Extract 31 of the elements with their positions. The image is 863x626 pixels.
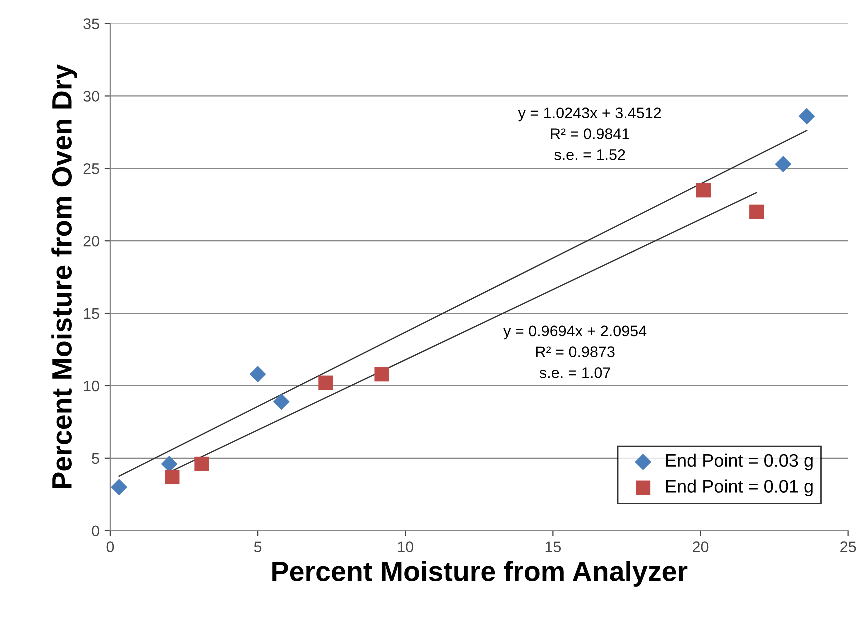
y-tick-label: 10 xyxy=(84,380,100,392)
point xyxy=(273,394,290,410)
point xyxy=(318,376,334,390)
point xyxy=(775,156,792,173)
y-tick-label: 5 xyxy=(92,453,100,464)
point xyxy=(111,479,128,496)
y-tick-label: 15 xyxy=(84,308,100,320)
x-tick-label: 15 xyxy=(546,542,562,552)
point xyxy=(798,108,816,125)
y-tick-label: 25 xyxy=(84,164,100,174)
x-tick-label: 0 xyxy=(106,542,114,552)
legend-label: End Point = 0.01 g xyxy=(666,480,813,497)
x-tick-label: 10 xyxy=(398,542,414,552)
x-tick-label: 5 xyxy=(254,542,262,552)
point xyxy=(194,456,210,472)
x-tick-label: 25 xyxy=(840,542,856,552)
point xyxy=(374,367,390,382)
x-axis-title: Percent Moisture from Analyzer xyxy=(272,561,688,587)
annotation: y = 0.9694x + 2.0954 R² = 0.9873 s.e. = 1.07 xyxy=(504,326,647,378)
y-tick-label: 0 xyxy=(92,526,100,537)
annotation: y = 1.0243x + 3.4512 R² = 0.9841 s.e. = 1.52 xyxy=(518,108,662,160)
y-tick-label: 30 xyxy=(84,91,100,102)
point xyxy=(165,470,180,485)
point xyxy=(696,183,711,198)
y-axis-title: Percent Moisture from Oven Dry xyxy=(52,64,78,488)
point xyxy=(250,366,266,383)
y-tick-label: 35 xyxy=(84,18,100,30)
y-tick-label: 20 xyxy=(84,236,100,247)
legend-label: End Point = 0.03 g xyxy=(666,454,813,471)
point xyxy=(750,204,764,220)
x-tick-label: 20 xyxy=(693,542,709,552)
